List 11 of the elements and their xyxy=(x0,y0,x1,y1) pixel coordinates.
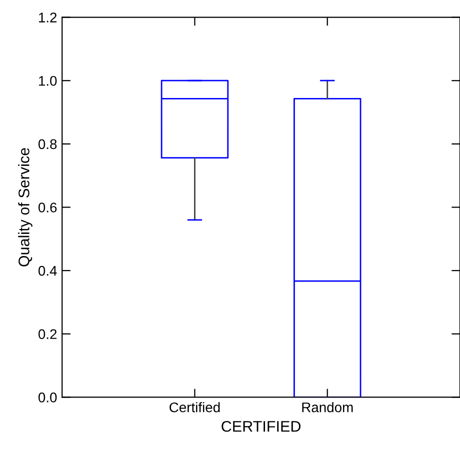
y-tick-label: 0.0 xyxy=(38,392,57,402)
y-tick-label: 1.2 xyxy=(38,12,57,22)
x-axis-title: CERTIFIED xyxy=(222,420,301,432)
y-tick-label: 0.8 xyxy=(38,139,57,150)
y-tick-label: 0.6 xyxy=(38,202,57,212)
y-tick-label: 0.4 xyxy=(38,266,57,276)
x-tick-label: Certified xyxy=(170,402,220,412)
x-tick-label: Random xyxy=(302,402,353,412)
y-tick-label: 1.0 xyxy=(38,76,57,86)
y-axis-title: Quality of Service xyxy=(18,148,32,266)
y-tick-label: 0.2 xyxy=(38,329,57,340)
